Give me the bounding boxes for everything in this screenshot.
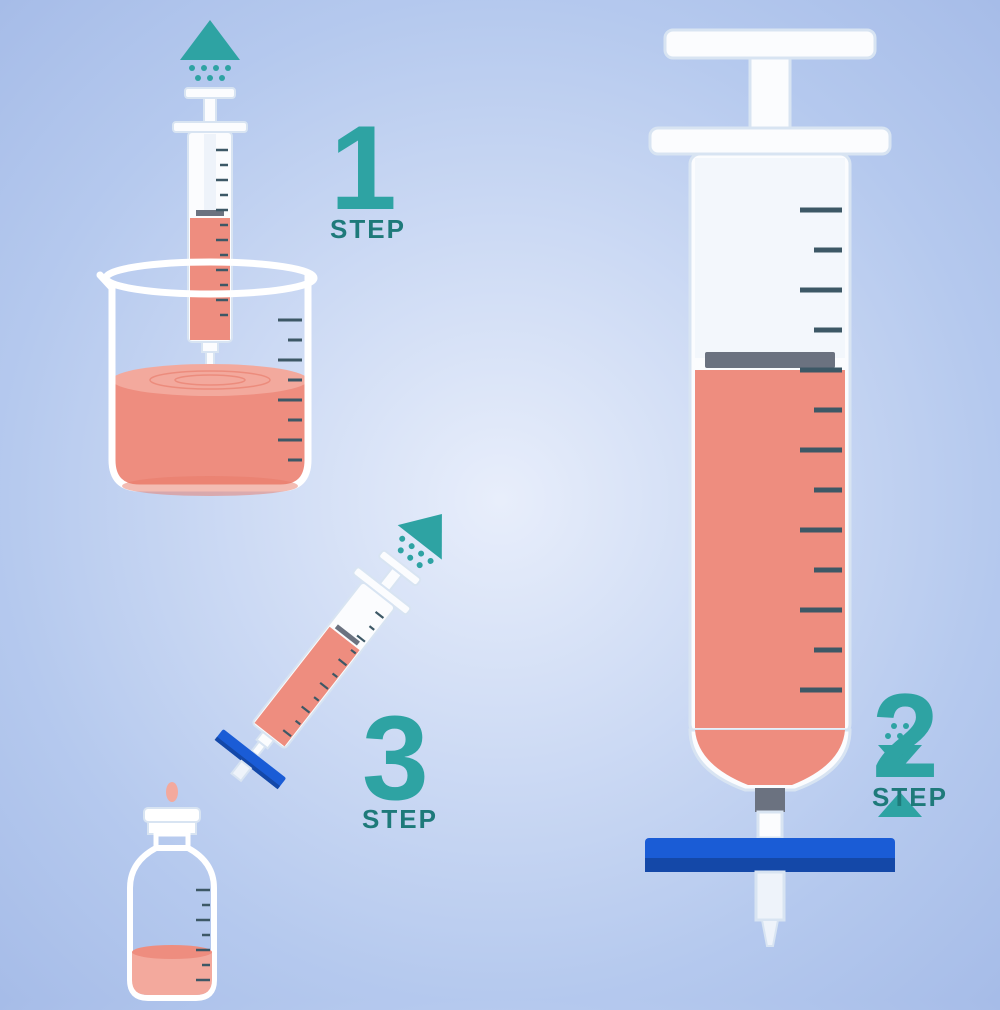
large-syringe-icon [650, 30, 890, 838]
filter-icon [645, 838, 895, 946]
step1-illustration [40, 10, 380, 510]
step3-label: 3 STEP [362, 710, 438, 835]
step3-number: 3 [362, 710, 438, 806]
step2-label: 2 STEP [872, 688, 948, 813]
arrow-up-icon [180, 20, 240, 81]
step3-word: STEP [362, 804, 438, 835]
beaker-icon [100, 262, 314, 496]
drop-icon [166, 782, 178, 802]
step1-label: 1 STEP [330, 120, 406, 245]
step2-illustration [590, 0, 990, 1000]
step3-illustration [70, 490, 550, 1010]
step1-number: 1 [330, 120, 406, 216]
syringe-icon [173, 88, 247, 370]
step2-word: STEP [872, 782, 948, 813]
bottle-icon [130, 808, 214, 998]
step1-word: STEP [330, 214, 406, 245]
step2-number: 2 [872, 688, 948, 784]
